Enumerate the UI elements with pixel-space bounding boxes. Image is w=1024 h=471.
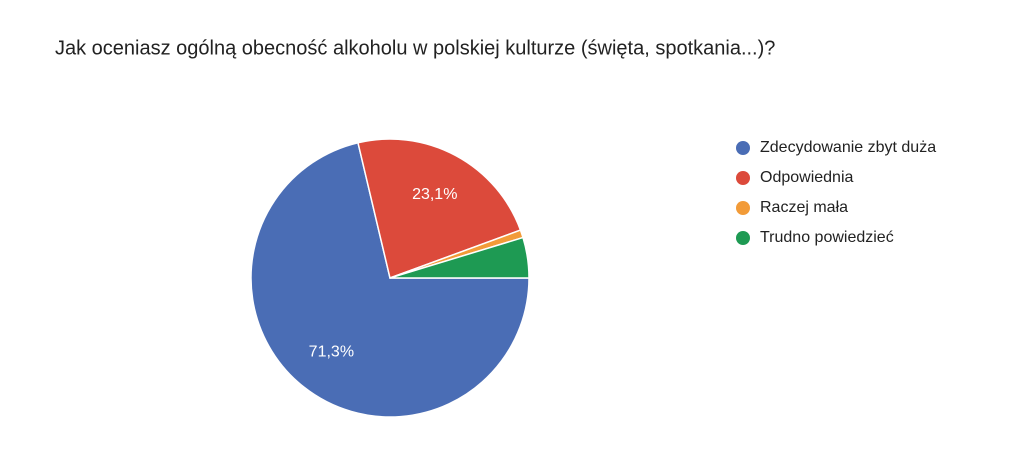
legend-swatch: [736, 141, 750, 155]
legend-swatch: [736, 231, 750, 245]
legend-label: Trudno powiedzieć: [760, 229, 894, 246]
legend-label: Zdecydowanie zbyt duża: [760, 139, 936, 156]
slice-label: 71,3%: [309, 343, 354, 360]
pie-slice: [250, 141, 530, 418]
legend-swatch: [736, 171, 750, 185]
pie-slice: [389, 236, 530, 279]
legend-label: Odpowiednia: [760, 169, 854, 186]
chart-title: Jak oceniasz ogólną obecność alkoholu w …: [55, 37, 775, 59]
legend-swatch: [736, 201, 750, 215]
slice-label: 23,1%: [412, 186, 457, 203]
legend-label: Raczej mała: [760, 199, 848, 216]
pie-slice: [357, 138, 522, 279]
